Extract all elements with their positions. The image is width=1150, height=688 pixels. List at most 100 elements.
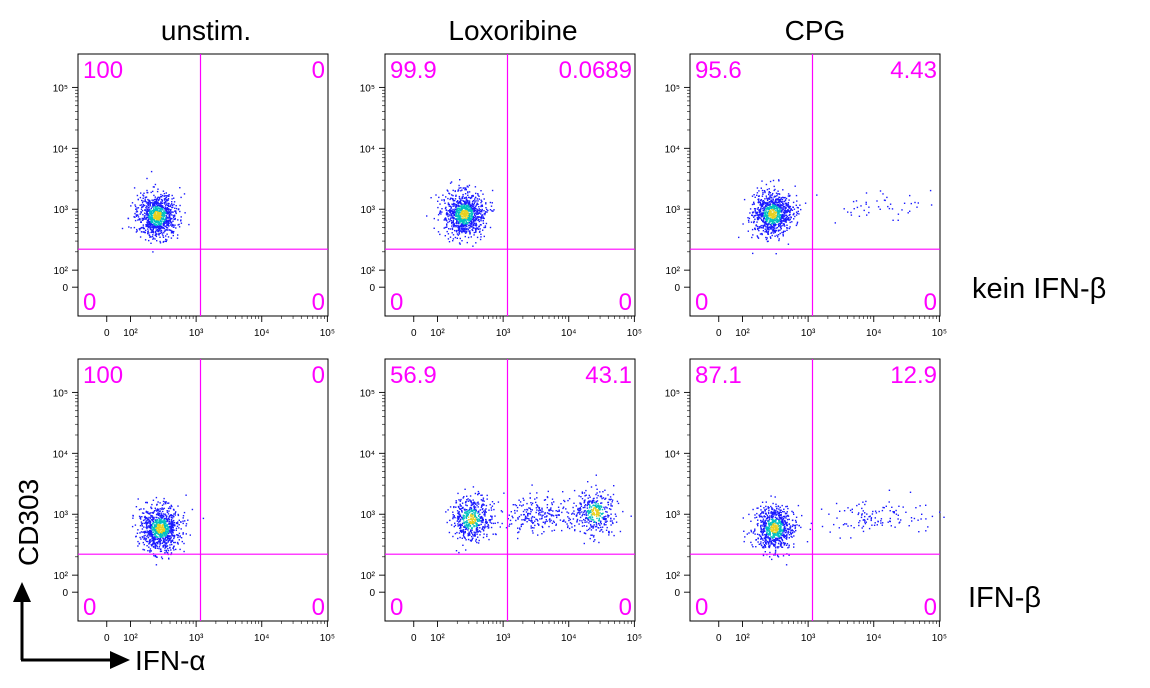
- event-dot: [164, 197, 167, 199]
- event-dot: [151, 213, 154, 215]
- event-dot: [473, 535, 475, 537]
- event-dot: [152, 540, 154, 542]
- event-dot: [577, 507, 579, 510]
- event-dot: [146, 545, 148, 547]
- event-dot: [154, 521, 156, 524]
- event-dot: [482, 499, 484, 501]
- event-dot: [785, 216, 788, 219]
- event-dot: [503, 492, 505, 494]
- event-dot: [774, 223, 777, 226]
- event-dot: [159, 534, 161, 536]
- event-dot: [471, 526, 473, 529]
- event-dot: [769, 227, 771, 229]
- event-dot: [609, 496, 612, 498]
- event-dot: [551, 514, 554, 516]
- event-dot: [155, 213, 157, 215]
- event-dot: [158, 198, 160, 201]
- event-dot: [167, 195, 169, 197]
- event-dot: [455, 218, 457, 220]
- event-dot: [154, 538, 156, 541]
- event-dot: [474, 510, 476, 512]
- event-dot: [789, 209, 792, 211]
- event-dot: [485, 222, 488, 225]
- event-dot: [149, 201, 151, 203]
- event-dot: [853, 208, 855, 210]
- event-dot: [461, 204, 463, 206]
- event-dot: [544, 522, 546, 525]
- event-dot: [139, 227, 142, 230]
- event-dot: [601, 502, 603, 504]
- event-dot: [595, 509, 597, 512]
- event-dot: [151, 217, 153, 219]
- event-dot: [468, 207, 470, 209]
- event-dot: [766, 188, 769, 191]
- event-dot: [450, 524, 453, 526]
- event-dot: [159, 215, 161, 217]
- event-dot: [158, 196, 161, 199]
- event-dot: [482, 217, 484, 219]
- event-dot: [764, 231, 766, 233]
- event-dot: [473, 513, 476, 515]
- event-dot: [792, 201, 795, 204]
- event-dot: [460, 524, 462, 526]
- event-dot: [761, 189, 764, 192]
- event-dot: [182, 522, 184, 525]
- event-dot: [160, 220, 163, 223]
- event-dot: [457, 222, 459, 225]
- event-dot: [159, 525, 161, 528]
- event-dot: [447, 509, 449, 511]
- event-dot: [165, 240, 167, 243]
- event-dot: [562, 507, 564, 510]
- event-dot: [486, 525, 489, 528]
- event-dot: [161, 233, 164, 235]
- event-dot: [164, 203, 166, 205]
- event-dot: [779, 224, 781, 227]
- event-dot: [468, 210, 471, 212]
- event-dot: [760, 215, 762, 217]
- event-dot: [175, 227, 177, 229]
- event-dot: [128, 226, 130, 228]
- event-dot: [467, 204, 469, 206]
- event-dot: [600, 505, 602, 507]
- event-dot: [156, 531, 158, 533]
- event-dot: [152, 190, 154, 193]
- event-dot: [460, 202, 462, 205]
- event-dot: [783, 223, 785, 225]
- event-dot: [478, 195, 480, 197]
- event-dot: [172, 211, 174, 213]
- event-dot: [752, 234, 754, 236]
- event-dot: [459, 209, 462, 212]
- event-dot: [154, 214, 156, 216]
- event-dot: [150, 218, 153, 220]
- event-dot: [595, 484, 597, 487]
- event-dot: [486, 494, 488, 497]
- event-dot: [167, 519, 169, 522]
- event-dot: [777, 199, 780, 201]
- event-dot: [480, 190, 482, 192]
- quadrant-label-top-left: 100: [83, 57, 123, 84]
- event-dot: [526, 502, 528, 505]
- event-dot: [550, 514, 552, 516]
- event-dot: [185, 525, 187, 527]
- event-dot: [764, 206, 766, 208]
- event-dot: [770, 194, 772, 196]
- event-dot: [162, 530, 164, 532]
- event-dot: [546, 512, 549, 514]
- event-dot: [151, 523, 154, 525]
- event-dot: [456, 520, 458, 522]
- event-dot: [473, 222, 476, 224]
- event-dot: [462, 187, 464, 189]
- event-dot: [172, 521, 174, 523]
- event-dot: [789, 221, 791, 224]
- event-dot: [770, 197, 773, 199]
- event-dot: [775, 205, 777, 207]
- event-dot: [151, 529, 154, 531]
- event-dot: [149, 212, 151, 215]
- event-dot: [172, 547, 174, 549]
- event-dot: [475, 212, 477, 214]
- event-dot: [150, 191, 152, 194]
- event-dot: [775, 218, 777, 221]
- event-dot: [147, 214, 149, 216]
- event-dot: [158, 520, 160, 522]
- event-dot: [760, 213, 763, 215]
